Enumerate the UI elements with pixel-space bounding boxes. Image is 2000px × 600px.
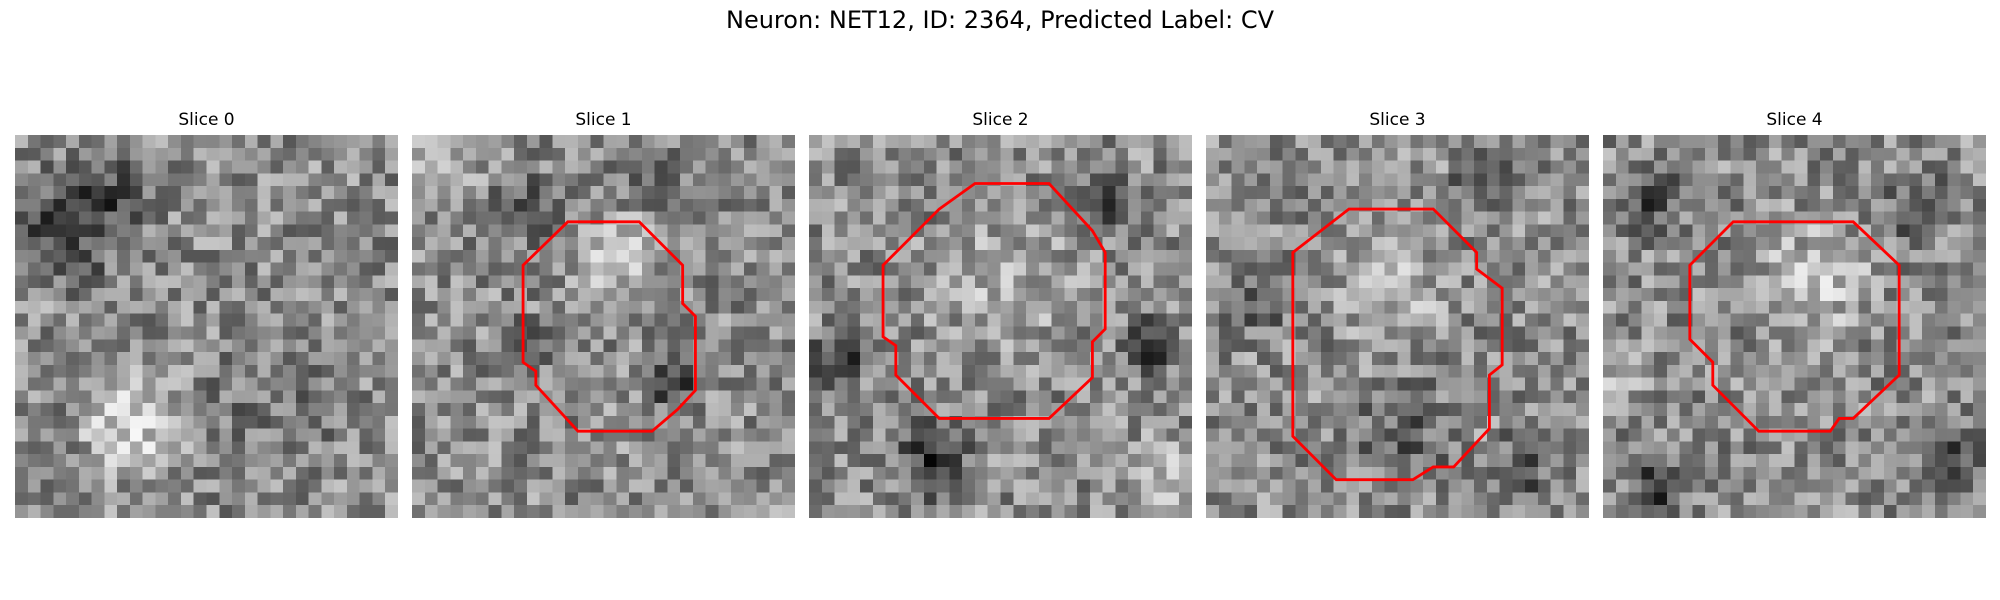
segmentation-contour [881, 182, 1107, 420]
slice-image [1206, 135, 1589, 518]
slice-title: Slice 3 [1369, 110, 1426, 130]
slice-image [1603, 135, 1986, 518]
slice-title: Slice 1 [575, 110, 632, 130]
slice-title: Slice 0 [178, 110, 235, 130]
segmentation-contour [521, 220, 697, 433]
slice-image [412, 135, 795, 518]
slice-image [809, 135, 1192, 518]
segmentation-contour [1688, 220, 1901, 433]
segmentation-contour [1291, 207, 1504, 482]
slice-title: Slice 4 [1766, 110, 1823, 130]
slice-image [15, 135, 398, 518]
slice-title: Slice 2 [972, 110, 1029, 130]
figure-title: Neuron: NET12, ID: 2364, Predicted Label… [726, 6, 1274, 34]
